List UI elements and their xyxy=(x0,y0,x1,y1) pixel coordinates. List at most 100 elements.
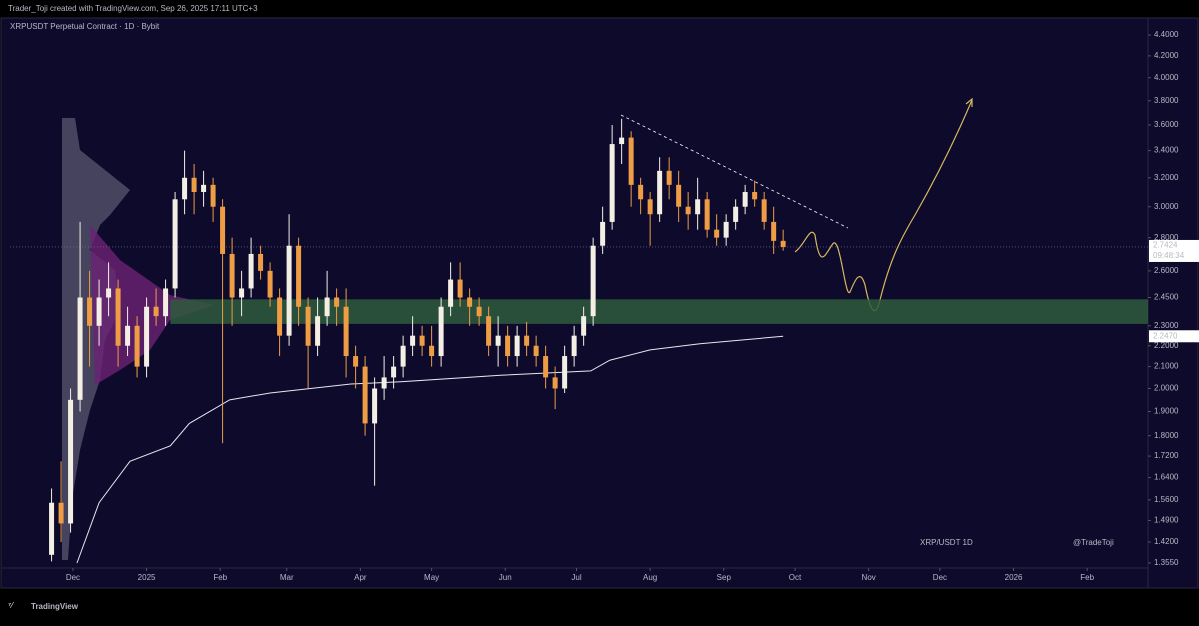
x-tick-label: Oct xyxy=(789,573,802,582)
y-tick-label: 4.4000 xyxy=(1154,30,1179,39)
x-tick-label: Apr xyxy=(354,573,367,582)
candle-body xyxy=(628,137,634,185)
candle-body xyxy=(695,199,701,215)
candle xyxy=(286,214,292,346)
candle-body xyxy=(315,316,321,346)
x-tick-label: Jun xyxy=(499,573,512,582)
candle-body xyxy=(172,199,178,289)
candle xyxy=(752,180,758,207)
y-tick-label: 1.9000 xyxy=(1154,407,1179,416)
y-tick-label: 1.6400 xyxy=(1154,473,1179,482)
candle xyxy=(771,206,777,254)
x-tick-label: Sep xyxy=(717,573,732,582)
vwap-line xyxy=(76,335,784,564)
volume-profile xyxy=(62,118,215,560)
candle-body xyxy=(324,297,330,317)
y-tick-label: 4.2000 xyxy=(1154,51,1179,60)
candle-body xyxy=(562,356,568,389)
candle xyxy=(163,279,169,326)
candle xyxy=(723,214,729,246)
candle xyxy=(343,288,349,378)
candle xyxy=(552,366,558,410)
candle xyxy=(353,345,359,389)
candle xyxy=(600,206,606,254)
candle xyxy=(315,297,321,357)
candle xyxy=(372,377,378,486)
header: Trader_Toji created with TradingView.com… xyxy=(8,4,258,13)
candle-body xyxy=(391,366,397,378)
candle xyxy=(733,199,739,230)
candle xyxy=(144,297,150,378)
y-tick-label: 2.2000 xyxy=(1154,341,1179,350)
candle xyxy=(248,237,254,298)
y-tick-label: 3.2000 xyxy=(1154,173,1179,182)
candle-body xyxy=(704,199,710,230)
candle xyxy=(267,262,273,307)
candle-body xyxy=(334,297,340,307)
candle xyxy=(153,288,159,326)
candle-body xyxy=(486,316,492,346)
candle xyxy=(609,124,615,230)
candle-body xyxy=(448,279,454,307)
candle xyxy=(685,192,691,230)
last-price-box xyxy=(1149,239,1199,262)
candle-body xyxy=(49,502,55,555)
candle-body xyxy=(220,206,226,254)
candle-body xyxy=(201,184,207,193)
candle-body xyxy=(77,297,83,400)
candle xyxy=(495,316,501,367)
candle-body xyxy=(457,279,463,298)
candle xyxy=(543,345,549,389)
candle xyxy=(134,316,140,378)
candle-body xyxy=(353,356,359,367)
candle xyxy=(400,335,406,378)
candle-body xyxy=(381,377,387,389)
candle-body xyxy=(286,245,292,336)
y-tick-label: 2.1000 xyxy=(1154,362,1179,371)
candle-body xyxy=(666,170,672,185)
y-tick-label: 1.4900 xyxy=(1154,516,1179,525)
candle xyxy=(514,325,520,367)
trendline xyxy=(620,114,849,229)
candle xyxy=(258,245,264,280)
candle-body xyxy=(581,316,587,336)
vwap-last-label: 2.2470 xyxy=(1153,331,1178,340)
y-tick-label: 1.4200 xyxy=(1154,537,1179,546)
candle-body xyxy=(362,366,368,424)
candle-body xyxy=(68,399,74,524)
candle xyxy=(106,262,112,317)
candle xyxy=(210,177,216,222)
projection-path xyxy=(794,99,973,312)
candle-body xyxy=(419,335,425,346)
candle-body xyxy=(58,502,64,524)
candle-body xyxy=(239,288,245,298)
candle xyxy=(115,279,121,367)
vwap-last-box xyxy=(1149,330,1199,343)
candle-body xyxy=(752,192,758,200)
candle-body xyxy=(134,325,140,367)
candle xyxy=(182,150,188,215)
candle xyxy=(524,321,530,357)
candle xyxy=(628,131,634,207)
support-zone xyxy=(170,299,1148,324)
candle-body xyxy=(296,245,302,307)
candle xyxy=(666,157,672,200)
candle xyxy=(581,306,587,346)
last-price-label: 2.7424 xyxy=(1153,241,1178,250)
y-tick-label: 3.6000 xyxy=(1154,120,1179,129)
y-tick-label: 2.8000 xyxy=(1154,233,1179,242)
candle xyxy=(571,325,577,367)
candle xyxy=(638,177,644,215)
y-tick-label: 1.8000 xyxy=(1154,431,1179,440)
candle xyxy=(334,288,340,326)
candle-body xyxy=(153,306,159,317)
candle xyxy=(457,262,463,307)
candle xyxy=(362,356,368,436)
candle-body xyxy=(571,335,577,357)
x-tick-label: Jul xyxy=(571,573,581,582)
x-tick-label: 2025 xyxy=(138,573,156,582)
y-tick-label: 1.3550 xyxy=(1154,558,1179,567)
candle-body xyxy=(533,345,539,357)
candle xyxy=(305,297,311,389)
